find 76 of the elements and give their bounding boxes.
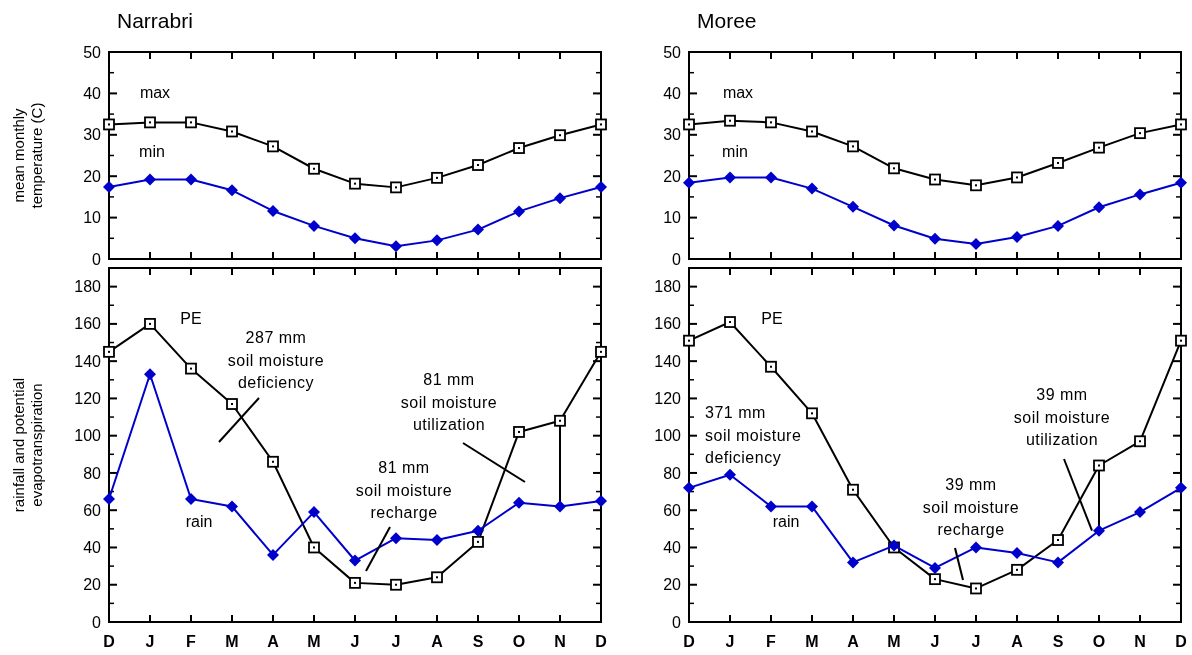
x-tick-label: O [1092, 633, 1106, 650]
y-tick-label: 160 [654, 315, 682, 333]
y-tick-label: 100 [654, 427, 682, 445]
series-label: min [722, 143, 748, 160]
x-tick-label: J [350, 633, 360, 650]
annotation: 39 mm soil moisture recharge [922, 476, 1020, 538]
y-axis-title: rainfall and potential evapotranspiration [10, 377, 45, 513]
annotation: 39 mm soil moisture utilization [1013, 386, 1111, 448]
x-tick-label: D [103, 633, 115, 650]
y-tick-label: 40 [83, 85, 102, 102]
y-tick-label: 0 [92, 613, 102, 631]
x-tick-label: A [431, 633, 444, 650]
y-tick-label: 20 [83, 167, 102, 185]
x-tick-label: M [805, 633, 819, 650]
y-tick-label: 10 [83, 209, 102, 227]
y-tick-label: 50 [663, 43, 682, 61]
y-tick-label: 40 [83, 539, 102, 557]
y-tick-label: 20 [663, 576, 682, 594]
y-tick-label: 20 [663, 167, 682, 185]
x-tick-label: D [683, 633, 695, 650]
x-tick-label: M [307, 633, 321, 650]
x-tick-label: F [186, 633, 197, 650]
x-tick-label: M [887, 633, 901, 650]
y-tick-label: 0 [672, 613, 682, 631]
x-tick-label: J [725, 633, 735, 650]
y-tick-label: 80 [663, 464, 682, 482]
y-tick-label: 20 [83, 576, 102, 594]
x-tick-label: O [512, 633, 526, 650]
y-tick-label: 30 [83, 126, 102, 144]
y-tick-label: 40 [663, 539, 682, 557]
series-label: PE [761, 310, 783, 327]
chart-title: Narrabri [117, 9, 193, 32]
y-tick-label: 120 [74, 390, 102, 408]
y-tick-label: 120 [654, 390, 682, 408]
x-tick-label: J [145, 633, 155, 650]
series-label: max [722, 84, 754, 101]
y-tick-label: 30 [663, 126, 682, 144]
x-tick-label: M [225, 633, 239, 650]
annotation: 371 mm soil moisture deficiency [705, 404, 802, 466]
series-label: min [139, 143, 165, 160]
x-tick-label: S [1052, 633, 1064, 650]
annotation: 81 mm soil moisture utilization [400, 371, 498, 433]
series-label: PE [180, 310, 202, 327]
y-axis-title: mean monthly temperature (C) [10, 102, 45, 209]
x-tick-label: J [391, 633, 401, 650]
x-tick-label: D [1175, 633, 1187, 650]
y-tick-label: 80 [83, 464, 102, 482]
x-tick-label: A [1011, 633, 1024, 650]
y-tick-label: 180 [74, 278, 102, 296]
x-tick-label: D [595, 633, 607, 650]
y-tick-label: 0 [672, 250, 682, 268]
x-tick-label: F [766, 633, 777, 650]
y-tick-label: 180 [654, 278, 682, 296]
series-label: rain [185, 513, 213, 530]
y-tick-label: 140 [654, 352, 682, 370]
x-tick-label: J [930, 633, 940, 650]
x-tick-label: A [267, 633, 280, 650]
y-tick-label: 50 [83, 43, 102, 61]
y-tick-label: 140 [74, 352, 102, 370]
y-tick-label: 60 [83, 501, 102, 519]
y-tick-label: 10 [663, 209, 682, 227]
y-tick-label: 160 [74, 315, 102, 333]
y-tick-label: 40 [663, 85, 682, 102]
series-label: max [139, 84, 171, 101]
series-label: rain [772, 513, 800, 530]
x-tick-label: J [971, 633, 981, 650]
y-tick-label: 60 [663, 501, 682, 519]
annotation: 287 mm soil moisture deficiency [227, 329, 325, 391]
x-tick-label: S [472, 633, 484, 650]
chart-title: Moree [697, 9, 757, 32]
x-tick-label: N [1134, 633, 1146, 650]
y-tick-label: 0 [92, 250, 102, 268]
x-tick-label: N [554, 633, 566, 650]
x-tick-label: A [847, 633, 860, 650]
y-tick-label: 100 [74, 427, 102, 445]
annotation: 81 mm soil moisture recharge [355, 459, 453, 521]
